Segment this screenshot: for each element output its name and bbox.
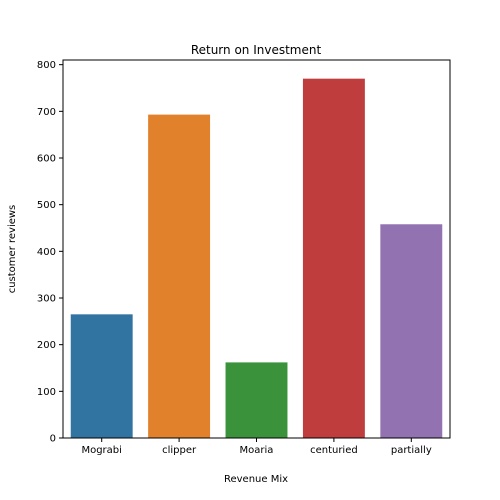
bar-centuried bbox=[302, 78, 365, 439]
bars bbox=[70, 78, 443, 439]
bar-mograbi bbox=[70, 314, 133, 438]
y-tick-label: 800 bbox=[37, 60, 56, 71]
bar-moaria bbox=[225, 362, 288, 438]
y-tick-label: 500 bbox=[37, 200, 56, 211]
chart-title: Return on Investment bbox=[191, 43, 322, 57]
x-axis-ticks: Mograbi clipper Moaria centuried partially bbox=[81, 438, 432, 456]
y-axis-ticks: 0 100 200 300 400 500 600 700 800 bbox=[37, 60, 63, 445]
y-axis-label: customer reviews bbox=[7, 205, 18, 294]
x-tick-label: Moaria bbox=[240, 445, 274, 456]
y-tick-label: 300 bbox=[37, 294, 56, 305]
y-tick-label: 400 bbox=[37, 247, 56, 258]
plot-frame bbox=[62, 59, 451, 439]
y-tick-label: 600 bbox=[37, 154, 56, 165]
x-tick-label: clipper bbox=[162, 445, 197, 456]
x-axis-label: Revenue Mix bbox=[224, 474, 288, 485]
x-tick-label: centuried bbox=[310, 445, 358, 456]
bar-partially bbox=[380, 224, 443, 438]
y-tick-label: 100 bbox=[37, 387, 56, 398]
y-tick-label: 200 bbox=[37, 340, 56, 351]
y-tick-label: 0 bbox=[50, 434, 56, 445]
y-tick-label: 700 bbox=[37, 107, 56, 118]
x-tick-label: partially bbox=[391, 445, 432, 456]
bar-clipper bbox=[148, 114, 211, 438]
x-tick-label: Mograbi bbox=[81, 445, 121, 456]
